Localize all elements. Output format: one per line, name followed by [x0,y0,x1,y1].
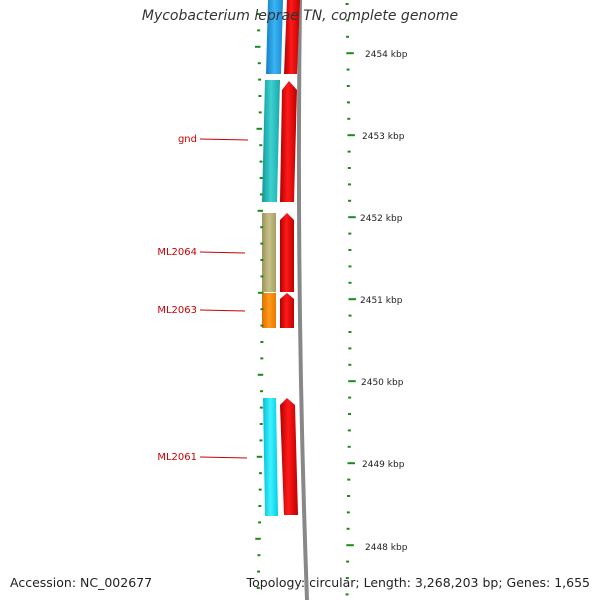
right-tick-track [345,3,356,596]
gene-label: ML2063 [157,305,197,316]
feature-block-orange [262,293,276,328]
accession-text: Accession: NC_002677 [10,575,153,590]
ruler-tick-label: 2448 kbp [365,543,408,553]
ruler-tick-label: 2450 kbp [361,378,404,388]
gene-label: ML2064 [157,247,197,258]
cds-arrow-2 [280,81,297,202]
gene-label-leader [199,309,246,312]
backbone-arc [296,0,309,600]
ruler-labels: 2454 kbp 2453 kbp 2452 kbp 2451 kbp 2450 kbp… [360,50,408,553]
feature-block-cyan [263,398,278,516]
genome-title: Mycobacterium leprae TN, complete genome [141,8,459,24]
cds-arrow-1 [284,0,300,74]
gene-labels: gnd ML2064 ML2063 ML2061 [157,134,249,463]
gene-label-leader [199,138,249,141]
left-tick-track [254,13,264,589]
cds-arrow-3 [280,213,294,292]
ruler-tick-label: 2452 kbp [360,214,403,224]
gene-label-leader [199,456,248,459]
feature-block-teal [262,80,280,202]
gene-label: ML2061 [157,452,197,463]
ruler-tick-label: 2451 kbp [360,296,403,306]
gene-label: gnd [178,134,197,145]
ruler-tick-label: 2453 kbp [362,132,405,142]
cds-arrow-5 [280,398,298,515]
gene-label-leader [199,251,246,254]
ruler-tick-label: 2449 kbp [362,460,405,470]
genome-summary-text: Topology: circular; Length: 3,268,203 bp… [246,575,590,590]
ruler-tick-label: 2454 kbp [365,50,408,60]
cds-arrow-4 [280,293,294,328]
feature-block-blue [266,0,283,74]
feature-block-olive [262,213,276,292]
